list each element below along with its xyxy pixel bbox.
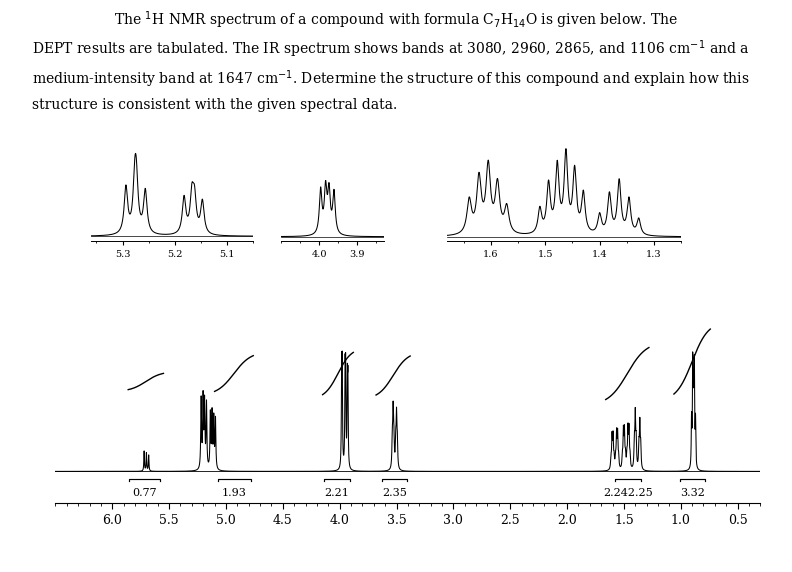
Text: 0.77: 0.77 <box>131 488 157 498</box>
Text: 2.21: 2.21 <box>324 488 348 498</box>
Text: 2.35: 2.35 <box>382 488 406 498</box>
Text: 3.32: 3.32 <box>680 488 705 498</box>
Text: medium-intensity band at 1647 cm$^{-1}$. Determine the structure of this compoun: medium-intensity band at 1647 cm$^{-1}$.… <box>32 69 749 90</box>
Text: DEPT results are tabulated. The IR spectrum shows bands at 3080, 2960, 2865, and: DEPT results are tabulated. The IR spect… <box>32 39 749 61</box>
Text: structure is consistent with the given spectral data.: structure is consistent with the given s… <box>32 98 397 112</box>
Text: 1.93: 1.93 <box>222 488 246 498</box>
Text: 2.242.25: 2.242.25 <box>604 488 653 498</box>
Text: The $^1$H NMR spectrum of a compound with formula C$_7$H$_{14}$O is given below.: The $^1$H NMR spectrum of a compound wit… <box>114 9 678 31</box>
